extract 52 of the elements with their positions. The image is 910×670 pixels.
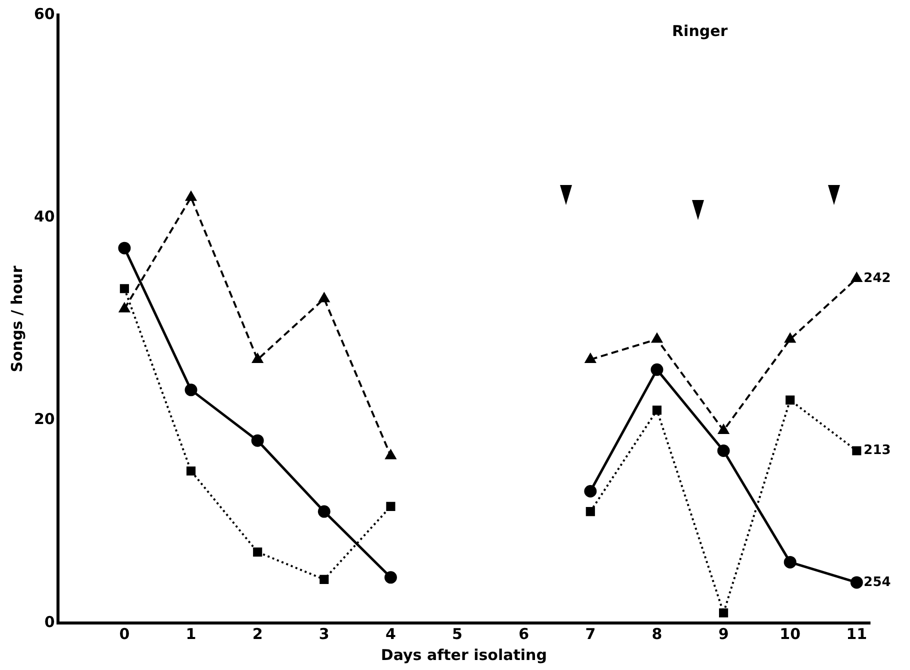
point [584, 485, 597, 498]
x-tick-label: 4 [385, 624, 396, 643]
x-tick-label: 11 [846, 624, 868, 643]
x-tick-label: 10 [780, 624, 801, 643]
x-tick-label: 7 [585, 624, 596, 643]
y-tick-label: 40 [34, 208, 55, 226]
point [786, 396, 795, 405]
series-label: 254 [864, 574, 891, 590]
point [252, 354, 263, 364]
point [385, 450, 396, 460]
point [850, 576, 863, 589]
x-tick-label: 9 [718, 624, 729, 643]
point [717, 444, 730, 457]
point [184, 384, 198, 396]
point [719, 608, 728, 618]
x-tick-label: 8 [652, 624, 662, 643]
x-tick-label: 2 [252, 624, 263, 643]
point [120, 284, 129, 294]
point [586, 507, 595, 516]
x-tick-label: 6 [518, 624, 530, 643]
point [118, 242, 131, 254]
point [186, 191, 196, 201]
point [186, 466, 196, 476]
point [784, 333, 796, 343]
y-tick-label: 0 [44, 612, 55, 631]
x-axis-title: Days after isolating [380, 646, 547, 664]
y-tick-label: 20 [34, 410, 55, 428]
point [119, 302, 130, 312]
x-tick-label: 5 [452, 624, 462, 643]
series-label: 213 [864, 443, 891, 458]
point [253, 548, 262, 557]
point [318, 505, 330, 518]
point [652, 333, 662, 343]
point [784, 556, 796, 568]
y-tick-label: 60 [34, 4, 55, 23]
point [585, 354, 596, 364]
point [851, 272, 862, 282]
point [650, 363, 664, 376]
point [251, 434, 264, 447]
annotation: Ringer [672, 22, 728, 40]
point [652, 406, 662, 415]
x-tick-label: 1 [186, 624, 196, 643]
y-axis-title: Songs / hour [8, 265, 26, 372]
series-label: 242 [864, 270, 891, 286]
point [718, 424, 729, 434]
point [318, 292, 330, 302]
point [386, 502, 396, 511]
point [320, 574, 329, 584]
x-tick-label: 0 [119, 624, 130, 643]
point [384, 571, 397, 584]
point [852, 446, 862, 456]
x-tick-label: 3 [318, 624, 330, 643]
